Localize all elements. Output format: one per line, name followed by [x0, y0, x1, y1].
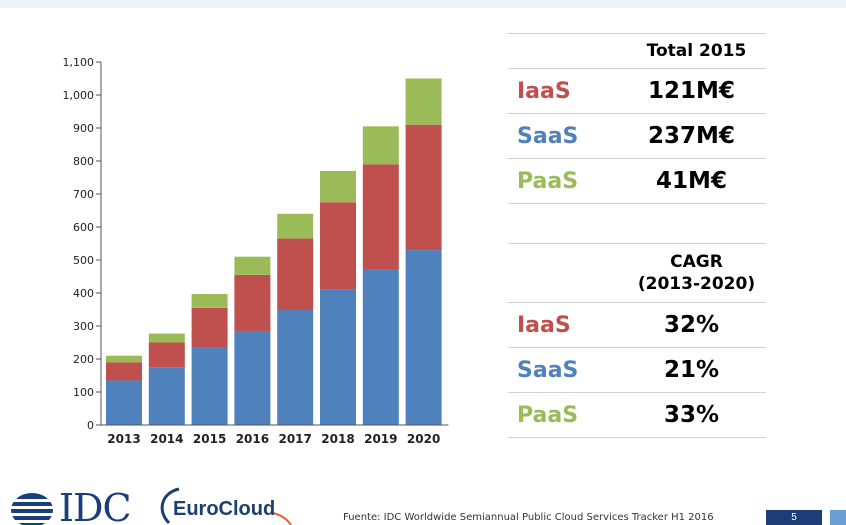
bar-iaas-2015 [191, 307, 228, 348]
x-tick-label: 2014 [150, 432, 183, 446]
page-accent-bar [830, 510, 846, 525]
cagr-row-paas: PaaS 33% [508, 392, 766, 438]
y-tick-label: 200 [73, 353, 94, 366]
page-number: 5 [766, 510, 822, 525]
eurocloud-logo-text: EuroCloud [173, 498, 276, 520]
x-tick-label: 2018 [321, 432, 354, 446]
bar-iaas-2018 [320, 202, 356, 290]
bar-saas-2015 [191, 347, 228, 425]
bar-paas-2018 [320, 170, 356, 203]
bar-saas-2016 [234, 330, 271, 425]
cagr-value-paas: 33% [627, 392, 766, 438]
bar-paas-2014 [148, 333, 185, 343]
total-table-header: Total 2015 [646, 41, 747, 61]
total-value-paas: 41M€ [627, 158, 766, 204]
x-tick-label: 2019 [364, 432, 397, 446]
y-tick-label: 1,000 [63, 89, 95, 102]
x-tick-label: 2016 [236, 432, 269, 446]
bar-paas-2020 [405, 78, 442, 125]
bar-iaas-2019 [362, 164, 399, 270]
y-tick-label: 700 [73, 188, 94, 201]
x-tick-label: 2015 [193, 432, 226, 446]
cagr-table: CAGR (2013-2020) IaaS 32% SaaS 21% PaaS … [508, 243, 766, 438]
total-label-iaas: IaaS [508, 68, 627, 114]
x-tick-label: 2017 [278, 432, 311, 446]
bar-saas-2020 [405, 250, 442, 425]
bar-iaas-2020 [405, 124, 442, 251]
bar-saas-2017 [277, 309, 314, 425]
y-tick-label: 900 [73, 122, 94, 135]
y-tick-label: 1,100 [63, 56, 95, 69]
bar-iaas-2017 [277, 238, 314, 310]
total-row-saas: SaaS 237M€ [508, 113, 766, 159]
stacked-bar-chart: 0 100 200 300 400 500 600 700 800 900 1,000 1,100 20… [63, 56, 449, 446]
bar-paas-2015 [191, 293, 228, 308]
bar-saas-2019 [362, 269, 399, 425]
bar-saas-2014 [148, 367, 185, 425]
cagr-header-line2: (2013-2020) [637, 274, 756, 294]
x-tick-label: 2013 [107, 432, 140, 446]
eurocloud-logo: EuroCloud [155, 485, 295, 525]
y-tick-label: 600 [73, 221, 94, 234]
y-tick-label: 500 [73, 254, 94, 267]
y-tick-label: 100 [73, 386, 94, 399]
idc-logo-text: IDC [59, 488, 132, 525]
y-tick-label: 0 [87, 419, 94, 432]
total-label-saas: SaaS [508, 113, 627, 159]
y-tick-label: 300 [73, 320, 94, 333]
y-tick-label: 800 [73, 155, 94, 168]
x-tick-label: 2020 [407, 432, 440, 446]
total-row-iaas: IaaS 121M€ [508, 68, 766, 114]
source-note: Fuente: IDC Worldwide Semiannual Public … [343, 512, 714, 523]
total-row-paas: PaaS 41M€ [508, 158, 766, 204]
y-tick-label: 400 [73, 287, 94, 300]
bar-paas-2019 [362, 126, 399, 165]
total-2015-table: Total 2015 IaaS 121M€ SaaS 237M€ PaaS 41… [508, 33, 766, 204]
total-table-header-row: Total 2015 [508, 34, 766, 69]
bar-paas-2016 [234, 256, 271, 275]
top-band [0, 0, 846, 8]
bar-saas-2013 [106, 380, 142, 425]
bar-paas-2017 [277, 213, 314, 239]
cagr-label-iaas: IaaS [508, 302, 627, 348]
idc-globe-icon [9, 493, 55, 525]
bar-iaas-2013 [106, 362, 142, 381]
cagr-row-iaas: IaaS 32% [508, 302, 766, 348]
cagr-header-line1: CAGR [670, 252, 723, 272]
cagr-row-saas: SaaS 21% [508, 347, 766, 393]
cagr-table-header: CAGR (2013-2020) [627, 244, 766, 303]
bar-iaas-2014 [148, 342, 185, 368]
total-value-iaas: 121M€ [627, 68, 766, 114]
cagr-value-saas: 21% [627, 347, 766, 393]
cagr-label-paas: PaaS [508, 392, 627, 438]
cagr-table-header-row: CAGR (2013-2020) [508, 244, 766, 303]
idc-logo: IDC [9, 488, 139, 525]
total-value-saas: 237M€ [627, 113, 766, 159]
bar-iaas-2016 [234, 274, 271, 331]
cagr-label-saas: SaaS [508, 347, 627, 393]
eurocloud-swoosh-icon [160, 487, 292, 525]
bar-paas-2013 [106, 355, 142, 363]
total-label-paas: PaaS [508, 158, 627, 204]
bar-saas-2018 [320, 289, 356, 425]
cagr-value-iaas: 32% [627, 302, 766, 348]
